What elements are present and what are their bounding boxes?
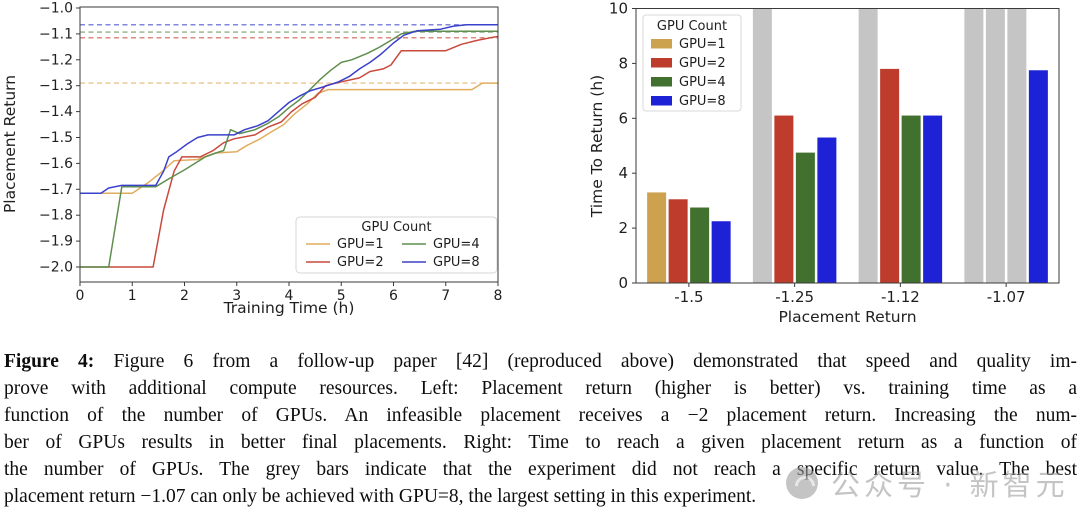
plot-border bbox=[79, 6, 499, 283]
line-GPU=8 bbox=[80, 24, 498, 194]
caption-line-text: Figure 6 from a follow-up paper [42] (re… bbox=[113, 351, 1078, 372]
y-tick-label: −1.4 bbox=[39, 104, 73, 120]
x-tick-label: 0 bbox=[76, 288, 85, 304]
bar-GPU=8--1.07 bbox=[1028, 70, 1048, 283]
legend-label: GPU=4 bbox=[433, 237, 480, 252]
legend-label: GPU=2 bbox=[679, 56, 726, 71]
bar-not-reached-GPU=1--1.07 bbox=[964, 8, 984, 283]
y-tick-label: −1.6 bbox=[39, 156, 73, 172]
y-tick-label: −2.0 bbox=[39, 260, 73, 276]
x-tick-label: -1.25 bbox=[775, 288, 814, 306]
x-tick-label: 5 bbox=[337, 288, 346, 304]
line-GPU=1 bbox=[80, 82, 498, 194]
bar-GPU=4--1.12 bbox=[901, 115, 921, 284]
y-tick-label: 0 bbox=[618, 274, 628, 292]
x-tick-label: 3 bbox=[232, 288, 241, 304]
bar-not-reached-GPU=1--1.12 bbox=[858, 8, 878, 283]
legend-label: GPU=4 bbox=[679, 75, 726, 90]
caption-line: placement return −1.07 can only be achie… bbox=[4, 486, 757, 507]
bar-GPU=1--1.5 bbox=[647, 192, 667, 283]
bar-GPU=2--1.5 bbox=[668, 199, 688, 283]
bar-groups bbox=[647, 8, 1048, 284]
bar-GPU=2--1.25 bbox=[774, 115, 794, 284]
y-tick-label: −1.9 bbox=[39, 234, 73, 250]
y-tick-label: 6 bbox=[618, 109, 628, 127]
line-GPU=4 bbox=[80, 30, 498, 268]
legend-label: GPU=1 bbox=[679, 37, 726, 52]
bar-GPU=8--1.12 bbox=[923, 115, 943, 284]
y-tick-label: −1.8 bbox=[39, 208, 73, 224]
series-lines bbox=[80, 24, 499, 268]
legend-label: GPU=2 bbox=[337, 255, 384, 270]
caption-line: Figure 4: Figure 6 from a follow-up pape… bbox=[4, 348, 1077, 375]
bar-not-reached-GPU=2--1.07 bbox=[985, 8, 1005, 283]
y-tick-label: 2 bbox=[618, 219, 628, 237]
y-axis-label: Time To Return (h) bbox=[588, 75, 606, 218]
left-legend: GPU Count GPU=1 GPU=2 GPU=4 GPU=8 bbox=[295, 216, 498, 274]
bar-GPU=4--1.5 bbox=[690, 207, 710, 283]
placement-return-line-chart: −1.0 −1.1 −1.2 −1.3 −1.4 −1.5 −1.6 −1.7 −1.8 −1.9… bbox=[1, 1, 502, 318]
x-tick-label: -1.12 bbox=[881, 288, 920, 306]
time-to-return-bar-chart: 0 2 4 6 8 10 -1.5 -1.25 -1.12 -1.07 Placement Retu… bbox=[588, 0, 1060, 326]
plot-border bbox=[635, 8, 1060, 284]
caption-line: the number of GPUs. The grey bars indica… bbox=[4, 459, 1077, 480]
figure-caption-label: Figure 4: bbox=[4, 351, 95, 372]
final-return-dashed-lines bbox=[80, 24, 498, 84]
legend-swatch-GPU=8 bbox=[651, 96, 672, 106]
x-tick-label: 6 bbox=[389, 288, 398, 304]
caption-line: ber of GPUs results in better final plac… bbox=[4, 432, 1077, 453]
y-tick-label: −1.1 bbox=[39, 26, 73, 42]
left-axes: −1.0 −1.1 −1.2 −1.3 −1.4 −1.5 −1.6 −1.7 −1.8 −1.9… bbox=[1, 1, 502, 318]
legend-swatch-GPU=1 bbox=[651, 39, 672, 49]
legend-swatch-GPU=4 bbox=[651, 77, 672, 87]
legend-swatch-GPU=2 bbox=[651, 58, 672, 68]
bar-not-reached-GPU=4--1.07 bbox=[1007, 8, 1027, 283]
line-GPU=2 bbox=[80, 35, 499, 268]
y-tick-label: −1.2 bbox=[39, 52, 73, 68]
right-legend: GPU Count GPU=1 GPU=2 GPU=4 GPU=8 bbox=[642, 14, 742, 112]
caption-line: function of the number of GPUs. An infea… bbox=[4, 405, 1077, 426]
bar-GPU=2--1.12 bbox=[880, 68, 900, 283]
legend-label: GPU=1 bbox=[337, 237, 384, 252]
x-tick-label: 7 bbox=[441, 288, 450, 304]
bar-not-reached-GPU=1--1.25 bbox=[752, 8, 772, 283]
y-tick-label: −1.7 bbox=[39, 182, 73, 198]
legend-title: GPU Count bbox=[657, 19, 727, 34]
x-tick-label: 2 bbox=[180, 288, 189, 304]
legend-label: GPU=8 bbox=[433, 255, 480, 270]
y-tick-label: 8 bbox=[618, 54, 628, 72]
x-axis-label: Training Time (h) bbox=[223, 299, 355, 317]
bar-GPU=4--1.25 bbox=[795, 152, 815, 283]
y-axis-label: Placement Return bbox=[1, 75, 19, 213]
caption-line: prove with additional compute resources.… bbox=[4, 378, 1077, 399]
y-tick-label: −1.5 bbox=[39, 130, 73, 146]
x-tick-label: 1 bbox=[128, 288, 137, 304]
right-axes: 0 2 4 6 8 10 -1.5 -1.25 -1.12 -1.07 Placement Retu… bbox=[588, 0, 1026, 326]
y-tick-label: −1.3 bbox=[39, 78, 73, 94]
legend-label: GPU=8 bbox=[679, 94, 726, 109]
bar-GPU=8--1.25 bbox=[817, 137, 837, 283]
y-tick-label: 10 bbox=[609, 0, 628, 18]
x-tick-label: -1.07 bbox=[987, 288, 1026, 306]
bar-GPU=8--1.5 bbox=[711, 221, 731, 283]
figure-caption: Figure 4: Figure 6 from a follow-up pape… bbox=[4, 348, 1077, 510]
x-axis-label: Placement Return bbox=[778, 308, 916, 326]
y-tick-label: −1.0 bbox=[39, 1, 73, 17]
legend-title: GPU Count bbox=[361, 220, 431, 235]
x-tick-label: 8 bbox=[494, 288, 503, 304]
x-tick-label: -1.5 bbox=[674, 288, 703, 306]
x-tick-label: 4 bbox=[285, 288, 294, 304]
y-tick-label: 4 bbox=[618, 164, 628, 182]
